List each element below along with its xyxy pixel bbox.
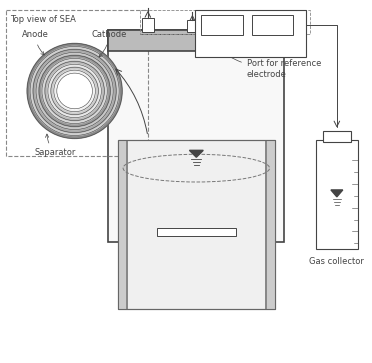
- Bar: [118, 140, 275, 309]
- Bar: [142, 18, 154, 32]
- Circle shape: [27, 44, 122, 138]
- Circle shape: [33, 49, 116, 132]
- Circle shape: [57, 73, 92, 109]
- Text: Anode: Anode: [22, 30, 48, 55]
- Bar: [316, 140, 357, 249]
- Bar: [108, 30, 285, 242]
- Text: Gas collector: Gas collector: [310, 257, 364, 266]
- Circle shape: [57, 73, 92, 109]
- Bar: [264, 140, 267, 309]
- Circle shape: [30, 46, 119, 135]
- Bar: [195, 10, 306, 57]
- Text: xx mA: xx mA: [259, 20, 286, 29]
- Bar: [267, 140, 275, 309]
- Circle shape: [54, 70, 95, 112]
- Bar: [126, 140, 128, 309]
- Text: xx mV: xx mV: [209, 20, 235, 29]
- Circle shape: [45, 61, 104, 121]
- Bar: [157, 228, 236, 236]
- Circle shape: [48, 64, 101, 118]
- Polygon shape: [189, 150, 203, 157]
- Bar: [140, 10, 310, 33]
- Text: Port for reference
electrode: Port for reference electrode: [192, 19, 321, 79]
- Bar: [118, 140, 275, 309]
- Bar: [108, 30, 285, 52]
- Bar: [201, 15, 243, 34]
- Text: Biogas: Biogas: [221, 13, 249, 22]
- Text: Saparator: Saparator: [34, 134, 76, 157]
- Text: Magnetic bar: Magnetic bar: [169, 226, 224, 235]
- Circle shape: [39, 55, 110, 127]
- Circle shape: [51, 67, 98, 115]
- Bar: [6, 10, 148, 156]
- Bar: [252, 15, 293, 34]
- Bar: [323, 131, 351, 142]
- Text: Top view of SEA: Top view of SEA: [10, 15, 76, 24]
- Polygon shape: [331, 190, 343, 197]
- Circle shape: [36, 52, 113, 130]
- Text: DC power supply: DC power supply: [215, 43, 286, 52]
- Bar: [118, 140, 126, 309]
- Text: Cathode: Cathode: [92, 30, 127, 57]
- Circle shape: [42, 58, 107, 124]
- Bar: [108, 30, 285, 52]
- Bar: [187, 20, 197, 32]
